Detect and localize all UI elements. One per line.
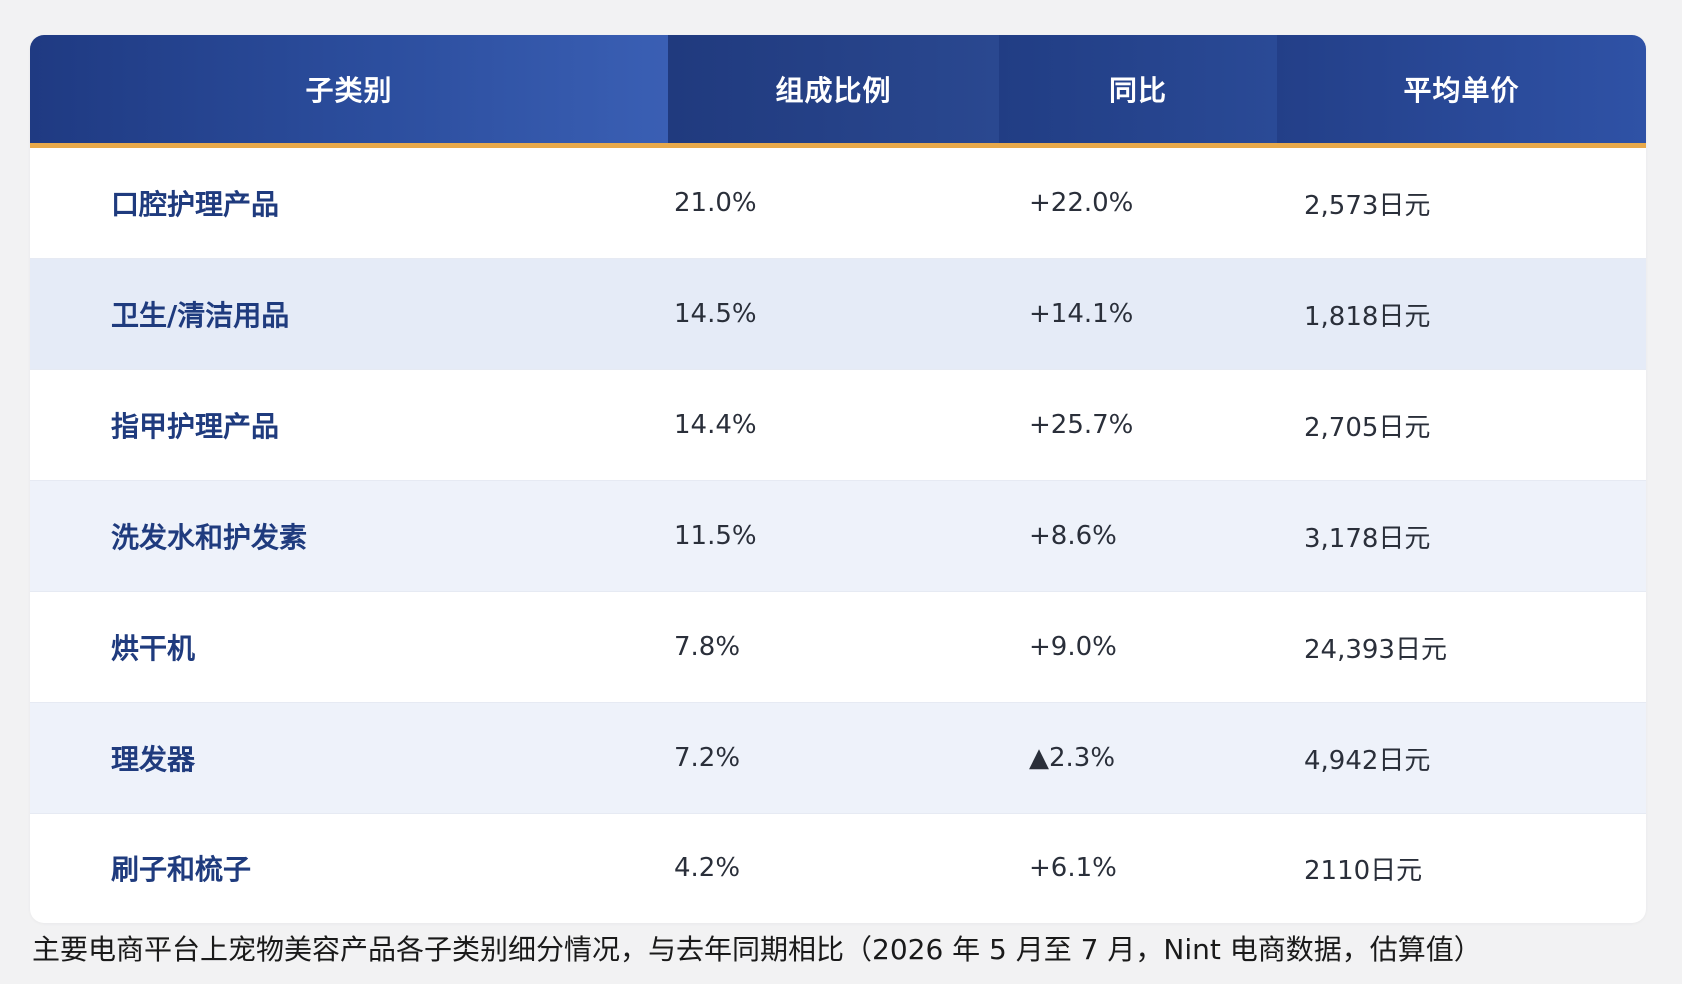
subcategory-cell: 刷子和梳子 bbox=[111, 853, 252, 886]
share-cell: 14.5% bbox=[674, 299, 757, 329]
share-cell: 7.8% bbox=[674, 632, 741, 662]
price-cell: 2110日元 bbox=[1304, 855, 1423, 886]
price-cell: 24,393日元 bbox=[1304, 634, 1447, 665]
table-row: 指甲护理产品 14.4% +25.7% 2,705日元 bbox=[30, 370, 1646, 481]
price-cell: 4,942日元 bbox=[1304, 745, 1431, 776]
header-subcategory[interactable]: 子类别 bbox=[30, 35, 668, 143]
subcategory-cell: 烘干机 bbox=[111, 632, 196, 665]
table-row: 烘干机 7.8% +9.0% 24,393日元 bbox=[30, 592, 1646, 703]
yoy-cell: ▲2.3% bbox=[1029, 743, 1116, 773]
table-caption: 主要电商平台上宠物美容产品各子类别细分情况，与去年同期相比（2026 年 5 月… bbox=[32, 933, 1482, 966]
yoy-cell: +25.7% bbox=[1029, 410, 1134, 440]
header-share[interactable]: 组成比例 bbox=[668, 35, 999, 143]
table-header: 子类别 组成比例 同比 平均单价 bbox=[30, 35, 1646, 148]
yoy-cell: +8.6% bbox=[1029, 521, 1117, 551]
share-cell: 7.2% bbox=[674, 743, 741, 773]
share-cell: 21.0% bbox=[674, 188, 757, 218]
yoy-cell: +14.1% bbox=[1029, 299, 1134, 329]
share-cell: 11.5% bbox=[674, 521, 757, 551]
price-cell: 3,178日元 bbox=[1304, 523, 1431, 554]
data-table: 子类别 组成比例 同比 平均单价 口腔护理产品 21.0% +22.0% 2,5… bbox=[30, 35, 1646, 923]
header-yoy[interactable]: 同比 bbox=[999, 35, 1277, 143]
table-row: 理发器 7.2% ▲2.3% 4,942日元 bbox=[30, 703, 1646, 814]
price-cell: 1,818日元 bbox=[1304, 301, 1431, 332]
share-cell: 4.2% bbox=[674, 853, 741, 883]
header-avg-price[interactable]: 平均单价 bbox=[1277, 35, 1646, 143]
yoy-cell: +9.0% bbox=[1029, 632, 1117, 662]
table-row: 卫生/清洁用品 14.5% +14.1% 1,818日元 bbox=[30, 259, 1646, 370]
price-cell: 2,573日元 bbox=[1304, 190, 1431, 221]
table-row: 洗发水和护发素 11.5% +8.6% 3,178日元 bbox=[30, 481, 1646, 592]
subcategory-cell: 指甲护理产品 bbox=[111, 410, 280, 443]
table-row: 刷子和梳子 4.2% +6.1% 2110日元 bbox=[30, 814, 1646, 922]
subcategory-cell: 理发器 bbox=[111, 743, 196, 776]
subcategory-cell: 卫生/清洁用品 bbox=[111, 299, 290, 332]
table-row: 口腔护理产品 21.0% +22.0% 2,573日元 bbox=[30, 148, 1646, 259]
yoy-cell: +6.1% bbox=[1029, 853, 1117, 883]
share-cell: 14.4% bbox=[674, 410, 757, 440]
yoy-cell: +22.0% bbox=[1029, 188, 1134, 218]
subcategory-cell: 洗发水和护发素 bbox=[111, 521, 308, 554]
subcategory-cell: 口腔护理产品 bbox=[111, 188, 280, 221]
price-cell: 2,705日元 bbox=[1304, 412, 1431, 443]
